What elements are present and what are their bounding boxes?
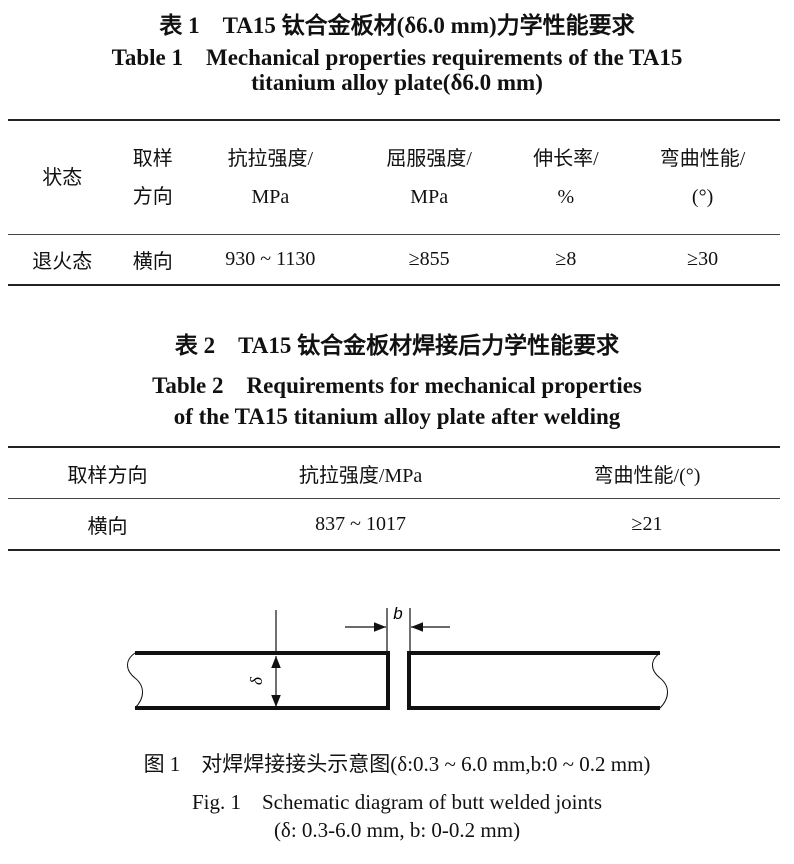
figure1-caption-en-2: (δ: 0.3-6.0 mm, b: 0-0.2 mm) bbox=[273, 818, 521, 842]
cell: 横向 bbox=[8, 498, 208, 551]
gap-label: b bbox=[393, 604, 402, 623]
header-cell: 伸长率/% bbox=[506, 119, 626, 235]
cell: 横向 bbox=[116, 234, 189, 286]
table2-title-en-2: of the TA15 titanium alloy plate after w… bbox=[173, 404, 621, 429]
cell: 930 ~ 1130 bbox=[188, 234, 352, 286]
thickness-label: δ bbox=[247, 676, 266, 685]
gap-dimension bbox=[345, 608, 450, 652]
header-cell: 弯曲性能/(°) bbox=[514, 446, 780, 499]
cell: 837 ~ 1017 bbox=[207, 498, 515, 551]
table1-title-en: Table 1 Mechanical properties requiremen… bbox=[111, 45, 683, 70]
table1-title-en-2: titanium alloy plate(δ6.0 mm) bbox=[251, 70, 543, 95]
header-cell: 状态 bbox=[8, 119, 117, 235]
table2-title-en: Table 2 Requirements for mechanical prop… bbox=[152, 373, 642, 398]
cell: 退火态 bbox=[8, 234, 117, 286]
right-plate bbox=[407, 651, 668, 710]
header-cell: 取样方向 bbox=[8, 446, 208, 499]
table2-title-cn: 表 2 TA15 钛合金板材焊接后力学性能要求 bbox=[174, 333, 620, 358]
table1-title-cn: 表 1 TA15 钛合金板材(δ6.0 mm)力学性能要求 bbox=[159, 13, 635, 38]
header-cell: 取样方向 bbox=[116, 119, 189, 235]
header-cell: 弯曲性能/(°) bbox=[625, 119, 780, 235]
butt-joint-diagram: b δ bbox=[127, 604, 668, 710]
table-row: 退火态 横向 930 ~ 1130 ≥855 ≥8 ≥30 bbox=[8, 234, 780, 286]
cell: ≥21 bbox=[514, 498, 780, 551]
header-cell: 屈服强度/MPa bbox=[351, 119, 507, 235]
table1: 状态 取样 方向 抗拉强度/MPa 屈服强度/MPa 伸长率/% 弯曲性能/(°)… bbox=[8, 119, 780, 286]
figure1-caption-en: Fig. 1 Schematic diagram of butt welded … bbox=[191, 790, 602, 814]
figure1-caption-cn: 图 1 对焊焊接接头示意图(δ:0.3 ~ 6.0 mm,b:0 ~ 0.2 m… bbox=[143, 752, 651, 776]
header-cell: 抗拉强度/MPa bbox=[188, 119, 352, 235]
cell: ≥855 bbox=[351, 234, 507, 286]
cell: ≥30 bbox=[625, 234, 780, 286]
table1-header: 状态 取样 方向 抗拉强度/MPa 屈服强度/MPa 伸长率/% 弯曲性能/(°) bbox=[8, 119, 780, 235]
left-plate bbox=[127, 651, 390, 710]
table-row: 横向 837 ~ 1017 ≥21 bbox=[8, 498, 780, 551]
header-cell: 抗拉强度/MPa bbox=[207, 446, 515, 499]
cell: ≥8 bbox=[506, 234, 626, 286]
table2: 取样方向 抗拉强度/MPa 弯曲性能/(°) 横向 837 ~ 1017 ≥21 bbox=[8, 446, 780, 551]
table2-header: 取样方向 抗拉强度/MPa 弯曲性能/(°) bbox=[8, 446, 780, 499]
